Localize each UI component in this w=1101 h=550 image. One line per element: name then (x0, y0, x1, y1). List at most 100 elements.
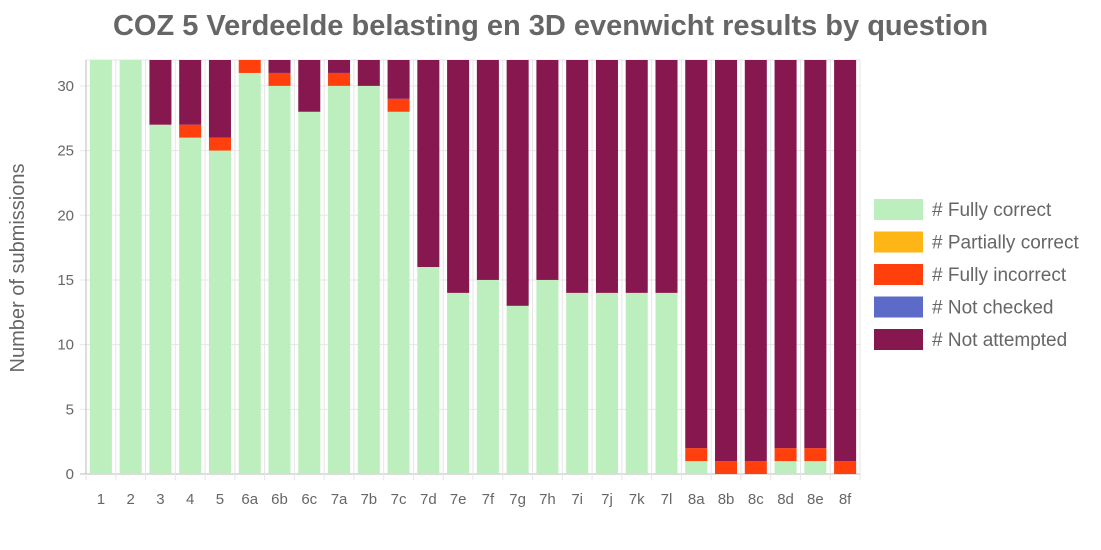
bar-segment (208, 137, 231, 151)
bar-segment (804, 448, 827, 462)
bar-segment (328, 72, 351, 86)
bar-segment (655, 292, 678, 474)
y-tick-label: 25 (57, 143, 74, 160)
x-tick-label: 8c (748, 491, 764, 508)
x-tick-label: 8d (777, 491, 794, 508)
bar-segment (298, 60, 321, 112)
x-tick-label: 7k (629, 491, 645, 508)
bar-segment (149, 124, 172, 474)
bar-segment (208, 150, 231, 474)
y-tick-label: 10 (57, 337, 74, 354)
bar-segment (238, 60, 261, 73)
bar-segment (476, 60, 499, 280)
bar-segment (208, 60, 231, 138)
x-tick-label: 4 (186, 491, 194, 508)
bar-segment (387, 111, 410, 474)
x-tick-label: 6a (241, 491, 258, 508)
bar-segment (685, 461, 708, 474)
bar-segment (536, 279, 559, 474)
bar-segment (447, 60, 470, 293)
chart-title: COZ 5 Verdeelde belasting en 3D evenwich… (112, 10, 989, 42)
bar-segment (179, 124, 202, 138)
bar-segment (715, 60, 738, 462)
bar-segment (89, 60, 112, 474)
bar-segment (268, 72, 291, 86)
bar-segment (625, 292, 648, 474)
bar-segment (387, 98, 410, 112)
legend-label: # Fully correct (932, 200, 1052, 221)
x-tick-label: 1 (97, 491, 105, 508)
bar-segment (328, 85, 351, 474)
y-tick-label: 20 (57, 207, 74, 224)
x-tick-label: 7d (420, 491, 437, 508)
x-tick-label: 8e (807, 491, 824, 508)
bar-segment (685, 448, 708, 462)
bar-segment (387, 60, 410, 99)
x-tick-label: 7l (661, 491, 673, 508)
x-tick-label: 8b (718, 491, 735, 508)
x-tick-label: 6b (271, 491, 288, 508)
bar-segment (357, 85, 380, 474)
bar-segment (506, 305, 529, 474)
legend-label: # Fully incorrect (932, 265, 1067, 286)
legend-label: # Partially correct (932, 233, 1079, 254)
bar-segment (834, 60, 857, 462)
bar-segment (685, 60, 708, 449)
bar-segment (268, 60, 291, 73)
legend-swatch (874, 329, 923, 350)
bar-segment (179, 137, 202, 474)
y-axis-title: Number of submissions (7, 164, 29, 373)
bar-segment (268, 85, 291, 474)
bar-segment (744, 461, 767, 474)
x-tick-label: 5 (216, 491, 224, 508)
x-tick-label: 3 (156, 491, 164, 508)
bar-segment (625, 60, 648, 293)
legend-swatch (874, 231, 923, 253)
x-tick-label: 7g (509, 491, 526, 508)
x-tick-label: 6c (301, 491, 317, 508)
y-tick-label: 30 (57, 78, 74, 95)
bar-segment (774, 461, 797, 474)
x-tick-label: 7b (360, 491, 377, 508)
bar-segment (476, 279, 499, 474)
bar-segment (357, 60, 380, 86)
bar-segment (595, 292, 618, 474)
y-tick-label: 0 (66, 466, 74, 483)
legend-swatch (874, 296, 923, 318)
bar-segment (536, 60, 559, 280)
bar-segment (715, 461, 738, 474)
bar-segment (804, 60, 827, 449)
bar-segment (328, 60, 351, 73)
bar-segment (804, 461, 827, 474)
bar-segment (744, 60, 767, 462)
x-tick-label: 7f (482, 491, 495, 508)
y-tick-label: 5 (66, 401, 74, 418)
bar-segment (566, 292, 589, 474)
x-tick-label: 7h (539, 491, 556, 508)
bar-segment (834, 461, 857, 474)
x-tick-label: 8a (688, 491, 705, 508)
bar-segment (238, 72, 261, 474)
legend-swatch (874, 199, 923, 220)
legend: # Fully correct # Partially correct # Full… (874, 199, 1079, 351)
legend-label: # Not checked (932, 298, 1053, 319)
x-tick-label: 7i (571, 491, 583, 508)
x-tick-label: 7e (450, 491, 467, 508)
legend-swatch (874, 264, 923, 285)
x-tick-label: 7c (391, 491, 407, 508)
x-tick-label: 8f (839, 491, 852, 508)
bar-segment (179, 60, 202, 125)
bar-segment (417, 267, 440, 474)
bar-segment (655, 60, 678, 293)
y-tick-label: 15 (57, 272, 74, 289)
bar-segment (119, 60, 142, 474)
legend-label: # Not attempted (932, 330, 1067, 351)
bar-segment (506, 60, 529, 306)
axes: 0 5 10 15 20 25 30 1 2 3 4 5 6a 6b 6c 7a 7b 7c 7d 7e 7f 7g 7h 7… (57, 60, 852, 508)
bar-segment (774, 60, 797, 449)
bar-segment (417, 60, 440, 267)
bar-segment (149, 60, 172, 125)
bar-segment (595, 60, 618, 293)
bar-segment (566, 60, 589, 293)
